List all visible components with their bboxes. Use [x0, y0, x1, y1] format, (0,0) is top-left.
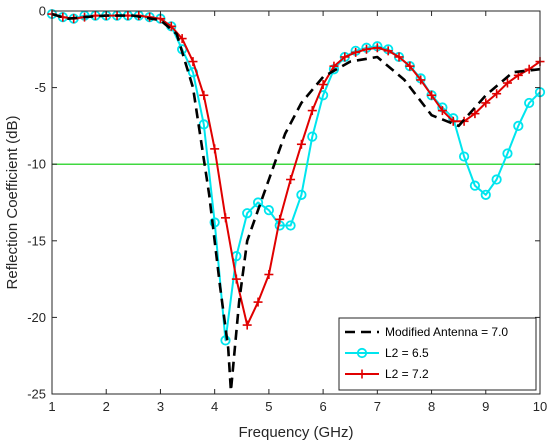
- y-axis-label: Reflection Coefficient (dB): [4, 116, 21, 290]
- x-tick-label: 1: [48, 399, 55, 414]
- data-point-circle: [242, 208, 253, 219]
- data-point-plus: [307, 106, 317, 116]
- data-point-circle: [285, 220, 296, 231]
- plot-area-frame: [51, 10, 541, 395]
- y-tick-label: -20: [27, 310, 46, 325]
- data-point-plus: [481, 98, 491, 108]
- y-tick-label: -25: [27, 387, 46, 402]
- legend: Modified Antenna = 7.0 L2 = 6.5 L2 = 7.2: [338, 317, 537, 391]
- data-point-circle: [513, 120, 524, 132]
- x-tick-label: 3: [157, 399, 164, 414]
- data-point-plus: [199, 90, 209, 100]
- data-point-plus: [394, 52, 404, 62]
- data-point-plus: [357, 369, 367, 379]
- data-point-plus: [275, 214, 285, 224]
- y-tick-label: -10: [27, 157, 46, 172]
- x-tick-label: 9: [482, 399, 489, 414]
- x-tick-label: 10: [533, 399, 547, 414]
- data-point-plus: [329, 61, 339, 71]
- legend-entry: L2 = 6.5: [345, 346, 429, 360]
- data-point-plus: [318, 80, 328, 90]
- data-point-plus: [188, 57, 198, 67]
- x-tick-label: 5: [265, 399, 272, 414]
- legend-box: [338, 317, 537, 391]
- data-point-circle: [356, 347, 368, 359]
- x-tick-label: 2: [103, 399, 110, 414]
- data-point-plus: [470, 109, 480, 119]
- data-point-plus: [351, 47, 361, 57]
- data-point-circle: [458, 151, 470, 162]
- series-line: [51, 13, 541, 342]
- data-point-plus: [372, 43, 382, 53]
- data-point-circle: [263, 205, 274, 216]
- data-point-plus: [210, 144, 220, 154]
- data-point-circle: [469, 180, 481, 191]
- data-point-plus: [427, 90, 437, 100]
- data-point-plus: [340, 52, 350, 62]
- series-line: [51, 12, 541, 393]
- data-point-plus: [253, 297, 263, 307]
- data-point-circle: [524, 97, 535, 109]
- x-axis-label: Frequency (GHz): [238, 424, 353, 441]
- data-point-plus: [437, 106, 447, 116]
- data-point-circle: [502, 148, 513, 159]
- x-tick-label: 6: [319, 399, 326, 414]
- data-point-plus: [242, 320, 252, 330]
- data-point-circle: [491, 174, 502, 185]
- data-point-circle: [307, 131, 318, 142]
- y-tick-label: -5: [34, 80, 46, 95]
- legend-entry: Modified Antenna = 7.0: [345, 325, 508, 339]
- y-tick-label: -15: [27, 233, 46, 248]
- data-point-plus: [231, 274, 241, 284]
- x-tick-label: 4: [211, 399, 218, 414]
- data-point-plus: [221, 213, 231, 223]
- data-point-plus: [264, 270, 274, 280]
- data-point-circle: [480, 189, 491, 200]
- x-tick-label: 8: [428, 399, 435, 414]
- data-point-plus: [405, 61, 415, 71]
- series-line: [51, 13, 541, 327]
- legend-label: L2 = 7.2: [385, 367, 429, 381]
- legend-label: L2 = 6.5: [385, 346, 429, 360]
- data-point-plus: [286, 175, 296, 185]
- data-point-plus: [296, 139, 306, 149]
- data-point-plus: [502, 78, 512, 88]
- data-point-plus: [383, 46, 393, 56]
- series-1: [46, 8, 546, 346]
- data-point-circle: [296, 189, 307, 200]
- data-point-plus: [416, 75, 426, 85]
- data-point-plus: [492, 89, 502, 99]
- series-0: [51, 12, 541, 393]
- legend-entry: L2 = 7.2: [345, 367, 429, 381]
- legend-label: Modified Antenna = 7.0: [385, 325, 508, 339]
- x-tick-label: 7: [374, 399, 381, 414]
- series-layer: [46, 8, 546, 393]
- y-tick-label: 0: [39, 4, 46, 19]
- data-point-plus: [361, 44, 371, 54]
- data-point-circle: [209, 217, 220, 228]
